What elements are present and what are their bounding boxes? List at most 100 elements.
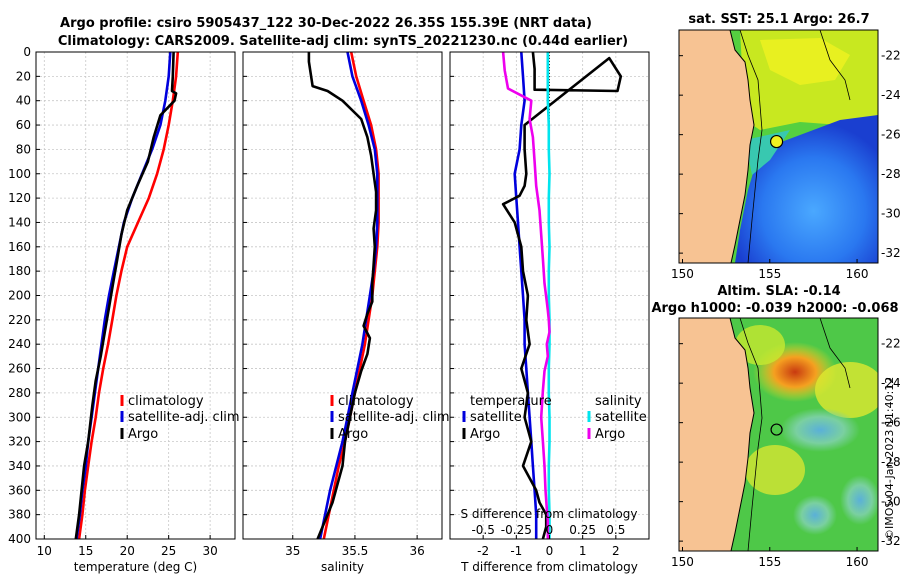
series-line-satellite-adj-clim (318, 52, 379, 539)
x-tick-label: 1 (579, 544, 587, 558)
s-difference-axis-label: S difference from climatology (461, 507, 638, 521)
x-tick-label: -2 (477, 544, 489, 558)
sla-map (679, 318, 878, 551)
map-y-tick-label: -26 (881, 128, 900, 142)
map-y-tick-label: -32 (881, 534, 900, 548)
sla-map-high-b (815, 362, 878, 418)
y-tick-label: 60 (16, 118, 31, 132)
series-group (501, 52, 623, 539)
x-axis-label: temperature (deg C) (74, 560, 197, 574)
sla-map-high-c (745, 445, 805, 495)
legend-climatology-label: climatology (128, 394, 204, 409)
x-tick-label: 36 (409, 544, 424, 558)
series-line-t-argo (501, 52, 623, 539)
y-tick-label: 200 (8, 289, 31, 303)
x-tick-label: 35 (285, 544, 300, 558)
series-line-s-satellite (546, 52, 551, 539)
sst-map-shelf-contour (739, 30, 763, 263)
y-tick-label: 400 (8, 532, 31, 546)
y-tick-label: 320 (8, 435, 31, 449)
s-difference-tick-label: 0.25 (569, 523, 596, 537)
s-difference-tick-label: -0.5 (471, 523, 494, 537)
y-tick-label: 40 (16, 94, 31, 108)
difference-salinity-legend: salinity satellite Argo (587, 394, 647, 442)
sst-argo-marker (769, 134, 784, 149)
series-line-t-satellite (513, 52, 538, 539)
map-x-tick-label: 155 (758, 555, 781, 569)
map-y-tick-label: -30 (881, 207, 900, 221)
x-tick-label: 30 (202, 544, 217, 558)
map-x-tick-label: 150 (671, 267, 694, 281)
map-x-tick-label: 155 (758, 267, 781, 281)
x-axis-label: salinity (321, 560, 364, 574)
legend-climatology-label: climatology (338, 394, 414, 409)
map-y-tick-label: -28 (881, 167, 900, 181)
legend-salinity-title: salinity (595, 394, 642, 409)
map-y-tick-label: -22 (881, 49, 900, 63)
map-y-tick-label: -26 (881, 416, 900, 430)
map-y-tick-label: -24 (881, 88, 900, 102)
sla-argo-marker (770, 423, 783, 436)
map-y-tick-label: -24 (881, 376, 900, 390)
sla-map-low-b (793, 495, 837, 535)
y-tick-label: 80 (16, 142, 31, 156)
y-tick-label: 140 (8, 215, 31, 229)
s-difference-tick-label: -0.25 (501, 523, 532, 537)
s-difference-tick-label: 0.5 (606, 523, 625, 537)
figure-title-line1: Argo profile: csiro 5905437_122 30-Dec-2… (60, 16, 592, 31)
map-x-tick-label: 160 (846, 267, 869, 281)
x-tick-label: 35.5 (342, 544, 369, 558)
x-tick-label: 15 (78, 544, 93, 558)
x-tick-label: -1 (510, 544, 522, 558)
y-tick-label: 20 (16, 69, 31, 83)
x-tick-label: 25 (161, 544, 176, 558)
y-tick-label: 180 (8, 264, 31, 278)
y-tick-label: 360 (8, 483, 31, 497)
series-group (74, 52, 180, 539)
sst-map-ocean-yellow-patch (760, 38, 850, 85)
sst-map (679, 30, 878, 263)
map-y-tick-label: -30 (881, 495, 900, 509)
sla-map-high-d (735, 325, 785, 365)
x-tick-label: 20 (120, 544, 135, 558)
y-tick-label: 280 (8, 386, 31, 400)
legend-argo-label: Argo (128, 427, 158, 442)
y-tick-label: 0 (23, 45, 31, 59)
series-line-s-argo (501, 52, 551, 539)
difference-temperature-legend: temperature satellite Argo (462, 394, 552, 442)
sst-map-frame (678, 29, 879, 264)
temperature-legend: climatology satellite-adj. clim Argo (120, 394, 240, 442)
sst-map-title: sat. SST: 25.1 Argo: 26.7 (688, 12, 869, 27)
sla-map-reef-contour (819, 318, 851, 389)
legend-s-satellite-label: satellite (595, 410, 647, 425)
y-tick-label: 220 (8, 313, 31, 327)
y-tick-label: 160 (8, 240, 31, 254)
map-x-tick-label: 150 (671, 555, 694, 569)
salinity-panel: 35 35.5 36 salinity (242, 51, 443, 574)
sla-map-title-line1: Altim. SLA: -0.14 (717, 284, 840, 299)
sst-map-ticks: 150 155 160 -22 -24 -26 -28 -30 -32 (671, 49, 900, 281)
y-tick-label: 240 (8, 337, 31, 351)
legend-s-argo-label: Argo (595, 427, 625, 442)
sst-map-land (679, 30, 755, 263)
y-tick-label: 380 (8, 508, 31, 522)
legend-satellite-clim-label: satellite-adj. clim (128, 410, 240, 425)
sst-map-reef-contour (819, 30, 851, 101)
y-tick-label: 100 (8, 167, 31, 181)
sla-map-title-line2: Argo h1000: -0.039 h2000: -0.068 (651, 301, 898, 316)
sla-map-low-c (840, 475, 878, 525)
x-tick-label: 2 (612, 544, 620, 558)
x-tick-label: 0 (546, 544, 554, 558)
s-difference-tick-label: 0 (546, 523, 554, 537)
series-line-climatology (77, 52, 180, 539)
sla-map-ticks: 150 155 160 -22 -24 -26 -28 -30 -32 (671, 337, 900, 569)
legend-satellite-clim-label: satellite-adj. clim (338, 410, 450, 425)
legend-t-satellite-label: satellite (470, 410, 522, 425)
y-tick-label: 340 (8, 459, 31, 473)
series-line-argo (74, 52, 178, 539)
map-y-tick-label: -22 (881, 337, 900, 351)
y-tick-label: 260 (8, 362, 31, 376)
x-tick-label: 10 (37, 544, 52, 558)
legend-t-argo-label: Argo (470, 427, 500, 442)
map-y-tick-label: -28 (881, 455, 900, 469)
